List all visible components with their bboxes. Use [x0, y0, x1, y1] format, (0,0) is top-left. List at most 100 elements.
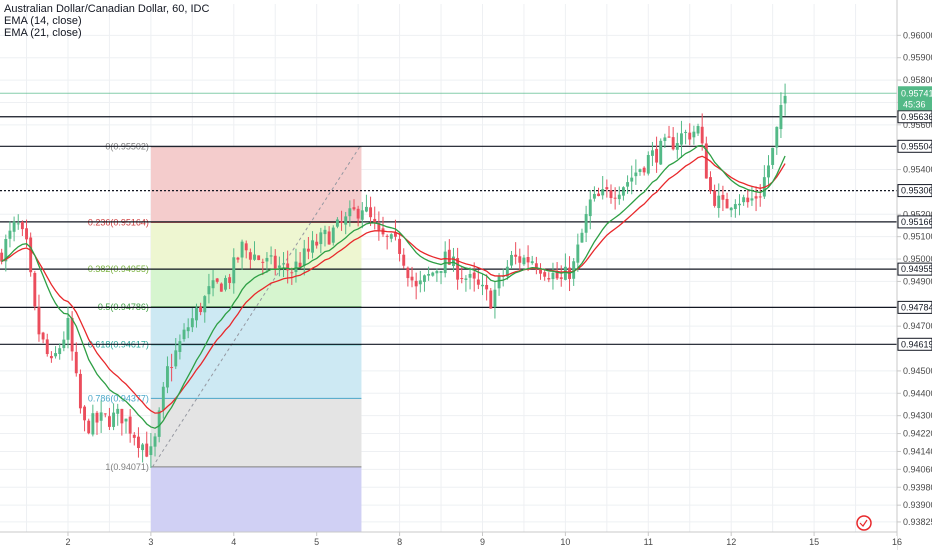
- candle-body: [493, 289, 497, 308]
- candle-body: [157, 410, 161, 437]
- candle-body: [547, 278, 551, 280]
- candle-body: [103, 413, 107, 415]
- candle-body: [136, 436, 140, 449]
- candle-body: [319, 232, 323, 245]
- ema14-line: [1, 144, 786, 429]
- candle-body: [294, 261, 298, 273]
- candle-body: [460, 278, 464, 280]
- candle-body: [530, 261, 534, 264]
- candle-body: [91, 413, 95, 435]
- candle-body: [25, 228, 28, 240]
- legend-ema14[interactable]: EMA (14, close): [4, 15, 82, 27]
- candle-body: [199, 306, 203, 313]
- candle-body: [45, 339, 49, 355]
- candle-body: [592, 193, 596, 199]
- candle-body: [78, 373, 82, 409]
- candle-body: [559, 277, 563, 279]
- candle-body: [597, 193, 601, 197]
- candle-body: [692, 131, 696, 138]
- fib-zone: [150, 269, 362, 307]
- candle-body: [257, 255, 261, 261]
- candle-body: [783, 95, 787, 104]
- candle-body: [4, 238, 8, 262]
- candle-body: [497, 275, 501, 289]
- candle-body: [360, 210, 364, 220]
- time-tick-label: 5: [314, 537, 319, 547]
- candle-body: [12, 221, 16, 232]
- tradingview-logo[interactable]: [856, 515, 872, 531]
- candle-body: [414, 280, 418, 287]
- candle-body: [671, 137, 675, 150]
- candle-body: [16, 223, 20, 225]
- candle-body: [655, 148, 659, 163]
- current-price-value: 0.95741: [901, 88, 932, 98]
- candle-body: [667, 136, 671, 138]
- current-price-countdown: 45:36: [903, 99, 926, 109]
- candle-body: [713, 190, 717, 206]
- time-axis[interactable]: 2 3 4 5 8 9 10 11 12 15 16: [0, 531, 902, 550]
- candle-body: [543, 272, 547, 277]
- time-tick-label: 15: [809, 537, 819, 547]
- candle-body: [335, 219, 339, 227]
- candle-body: [248, 252, 252, 260]
- candle-body: [758, 196, 762, 198]
- line-price-tag: [897, 139, 932, 153]
- candle-body: [402, 254, 406, 266]
- legend-ema21[interactable]: EMA (21, close): [4, 27, 82, 39]
- candle-body: [729, 207, 733, 211]
- candle-body: [286, 263, 290, 271]
- candle-body: [439, 271, 443, 273]
- line-price-tag-text: 0.95636: [901, 112, 932, 122]
- candle-body: [431, 272, 435, 276]
- candle-body: [29, 237, 33, 273]
- candle-body: [211, 280, 215, 289]
- horizontal-lines: [0, 116, 897, 345]
- candle-body: [290, 272, 294, 274]
- candle-body: [464, 278, 468, 280]
- candle-body: [315, 241, 319, 246]
- candle-body: [754, 196, 758, 199]
- candle-body: [170, 367, 174, 369]
- candle-body: [526, 257, 530, 263]
- candle-body: [207, 286, 211, 295]
- time-tick-label: 12: [726, 537, 736, 547]
- candle-body: [605, 187, 609, 190]
- candle-body: [178, 341, 182, 352]
- candle-body: [481, 284, 484, 287]
- time-tick-label: 16: [892, 537, 902, 547]
- line-price-tag-text: 0.94619: [901, 339, 932, 349]
- fibonacci-retracement[interactable]: 0(0.95502)0.236(0.95164)0.382(0.94955)0.…: [88, 142, 362, 532]
- candle-body: [767, 165, 770, 178]
- candle-body: [617, 194, 621, 200]
- line-price-tag: [897, 110, 932, 124]
- candle-body: [406, 267, 410, 279]
- candle-body: [398, 238, 402, 254]
- fib-level-label: 0.786(0.94377): [88, 393, 149, 403]
- candle-body: [352, 207, 356, 210]
- candle-body: [124, 418, 128, 422]
- candle-body: [369, 207, 373, 218]
- candle-body: [638, 169, 642, 172]
- candle-body: [373, 218, 377, 223]
- candle-body: [132, 434, 136, 438]
- line-price-tag: [897, 300, 932, 314]
- candle-body: [228, 277, 232, 283]
- candle-body: [87, 420, 91, 434]
- candle-body: [244, 243, 248, 251]
- candle-body: [166, 366, 169, 388]
- candle-body: [261, 261, 265, 263]
- candle-body: [74, 351, 78, 374]
- price-axis[interactable]: 0.960000.959000.958000.957000.956000.954…: [896, 0, 932, 550]
- candle-body: [642, 167, 646, 173]
- candle-body: [306, 248, 310, 252]
